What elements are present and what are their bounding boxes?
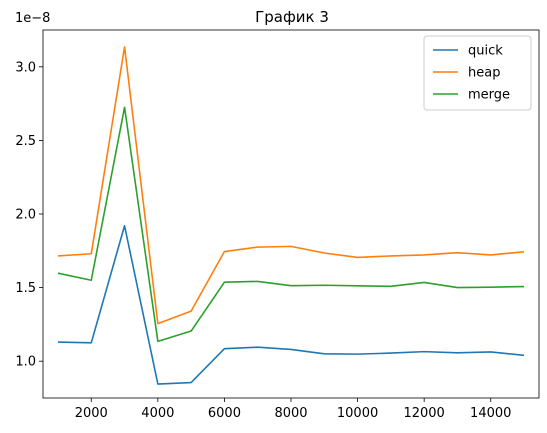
series-lines (57, 46, 525, 385)
legend-label-merge: merge (468, 88, 510, 103)
x-tick-label: 6000 (208, 406, 241, 421)
y-axis: 1.0 1.5 2.0 2.5 3.0 (15, 60, 43, 370)
x-tick-label: 8000 (274, 406, 307, 421)
x-tick-label: 10000 (337, 406, 378, 421)
legend-label-heap: heap (468, 66, 500, 81)
series-line-heap (57, 46, 525, 325)
legend-label-quick: quick (468, 44, 503, 59)
x-tick-label: 14000 (470, 406, 511, 421)
series-line-quick (57, 224, 525, 385)
chart-title: График 3 (255, 8, 329, 26)
x-tick-label: 4000 (141, 406, 174, 421)
x-tick-label: 12000 (403, 406, 444, 421)
y-tick-label: 2.5 (15, 134, 36, 149)
x-axis: 2000 4000 6000 8000 10000 12000 14000 (75, 398, 511, 421)
legend-box (423, 35, 532, 111)
y-tick-label: 1.5 (15, 281, 36, 296)
y-tick-label: 1.0 (15, 355, 36, 370)
series-line-merge (57, 106, 525, 343)
plot-frame (42, 29, 540, 399)
y-offset-label: 1e−8 (15, 11, 50, 26)
legend: quick heap merge (423, 35, 532, 111)
y-tick-label: 3.0 (15, 60, 36, 75)
x-tick-label: 2000 (75, 406, 108, 421)
y-tick-label: 2.0 (15, 208, 36, 223)
